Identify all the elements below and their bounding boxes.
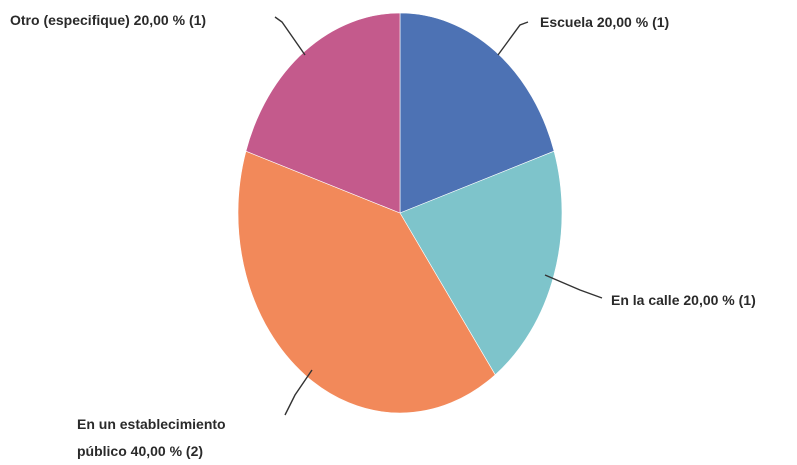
pie-slice-establecimiento (237, 150, 496, 414)
leader-line-en-la-calle (544, 274, 603, 299)
slice-label-establecimiento-line1: En un establecimiento (77, 416, 226, 432)
pie-slice-otro (245, 12, 401, 214)
leader-line-escuela (497, 21, 529, 56)
leader-line-otro (274, 16, 306, 56)
pie-slice-escuela (399, 12, 555, 214)
slice-label-otro: Otro (especifique) 20,00 % (1) (10, 12, 206, 28)
slice-label-establecimiento-line2: público 40,00 % (2) (77, 443, 203, 459)
leader-lines (274, 16, 603, 416)
leader-line-establecimiento (284, 369, 313, 416)
pie-slice-en-la-calle (399, 150, 563, 376)
slice-labels: Escuela 20,00 % (1) En la calle 20,00 % … (10, 12, 756, 459)
pie-slices (237, 12, 563, 414)
slice-label-en-la-calle: En la calle 20,00 % (1) (611, 292, 756, 308)
slice-label-escuela: Escuela 20,00 % (1) (540, 14, 669, 30)
